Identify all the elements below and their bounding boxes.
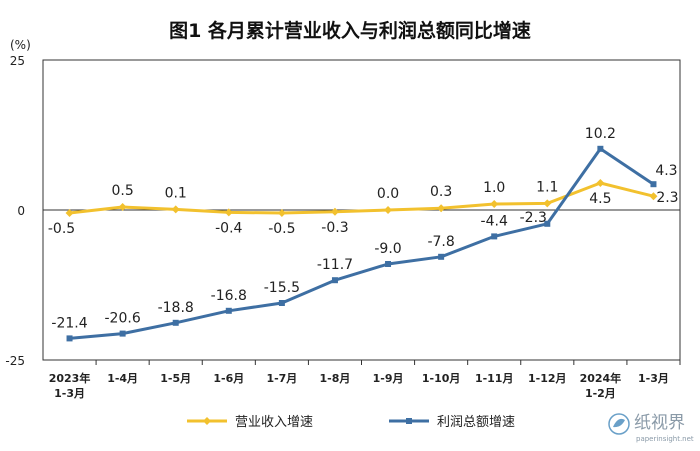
profit-point [650, 181, 657, 188]
legend-profit-label: 利润总额增速 [437, 415, 515, 430]
profit-point [119, 330, 126, 337]
revenue-data-label: 0.5 [111, 183, 133, 199]
profit-point [331, 277, 338, 284]
profit-data-label: -11.7 [317, 257, 353, 273]
x-tick-label: 1-12月 [528, 372, 567, 385]
x-tick-label: 1-3月 [638, 372, 669, 385]
revenue-series-line [69, 181, 654, 215]
y-axis-unit: (%) [10, 38, 31, 52]
profit-data-label: -4.4 [481, 213, 508, 229]
legend: 营业收入增速 利润总额增速 [187, 415, 515, 430]
revenue-point [649, 192, 658, 201]
profit-data-label: -9.0 [374, 241, 401, 257]
x-tick-label: 1-8月 [320, 372, 351, 385]
profit-data-label: -21.4 [51, 315, 87, 331]
revenue-data-label: 0.0 [377, 186, 399, 202]
x-tick-label: 1-9月 [373, 372, 404, 385]
profit-data-label: -20.6 [105, 311, 141, 327]
legend-revenue-marker [203, 417, 211, 425]
revenue-point [596, 179, 605, 187]
profit-data-label: -16.8 [211, 288, 247, 304]
x-tick-label: 2023年 1-3月 [49, 371, 91, 400]
chart-title: 图1 各月累计营业收入与利润总额同比增速 [169, 19, 531, 42]
watermark-logo-text: 纸视界 [634, 413, 685, 433]
revenue-data-label: 1.1 [536, 179, 558, 195]
revenue-point [437, 204, 446, 213]
watermark: 纸视界 paperinsight.net [608, 413, 694, 443]
x-tick-label: 2024年 1-2月 [580, 371, 622, 400]
watermark-url: paperinsight.net [636, 435, 694, 443]
profit-point [385, 261, 392, 267]
revenue-data-label: -0.4 [215, 220, 242, 236]
revenue-data-label: 4.5 [589, 191, 611, 207]
data-labels: -0.5 0.5 0.1 -0.4 -0.5 -0.3 0.0 0.3 1.0 1.1 4.5 2.3… [48, 126, 679, 332]
x-tick-label: 1-11月 [475, 372, 514, 385]
revenue-data-label: 2.3 [656, 190, 678, 206]
revenue-point [118, 203, 127, 211]
profit-point [597, 145, 604, 152]
profit-point [438, 253, 445, 260]
legend-revenue-label: 营业收入增速 [235, 415, 313, 430]
x-tick-label: 1-6月 [213, 372, 244, 385]
revenue-point [224, 208, 233, 217]
legend-profit-marker [406, 418, 412, 424]
profit-series-line [69, 147, 655, 340]
revenue-data-label: -0.3 [321, 220, 348, 236]
profit-point [172, 319, 179, 326]
profit-data-label: 4.3 [655, 163, 677, 179]
revenue-data-label: 0.1 [165, 185, 187, 201]
revenue-data-label: 1.0 [483, 180, 505, 196]
revenue-point [490, 200, 499, 208]
revenue-point [330, 207, 339, 216]
x-tick-label: 1-10月 [422, 372, 461, 385]
y-tick-label: 25 [10, 54, 25, 68]
revenue-point [384, 206, 393, 214]
profit-data-label: 10.2 [585, 126, 616, 142]
profit-data-label: -15.5 [264, 280, 300, 296]
series-layer [65, 145, 658, 342]
x-tick-label: 1-7月 [266, 372, 297, 385]
profit-point [278, 300, 285, 306]
profit-data-label: -2.3 [520, 210, 547, 226]
axes: 25 0 -25 2023年 1-3月 1-4月 1-5月 1-6月 1-7月 1-8月 1-9月 1… [5, 54, 681, 400]
profit-data-label: -18.8 [158, 300, 194, 316]
profit-point [544, 220, 551, 227]
revenue-data-label: -0.5 [48, 221, 75, 237]
revenue-point [543, 199, 552, 208]
profit-point [491, 233, 498, 240]
y-tick-label: 0 [17, 204, 25, 218]
revenue-point [171, 205, 180, 214]
y-tick-label: -25 [5, 354, 25, 368]
revenue-point [65, 209, 74, 217]
x-tick-label: 1-4月 [107, 372, 138, 385]
revenue-data-label: -0.5 [268, 221, 295, 237]
profit-data-label: -7.8 [427, 234, 454, 250]
revenue-point [277, 209, 286, 217]
x-tick-label: 1-5月 [160, 372, 191, 385]
profit-point [66, 335, 73, 342]
revenue-data-label: 0.3 [430, 184, 452, 200]
watermark-logo-icon [608, 413, 630, 435]
profit-point [225, 307, 232, 314]
